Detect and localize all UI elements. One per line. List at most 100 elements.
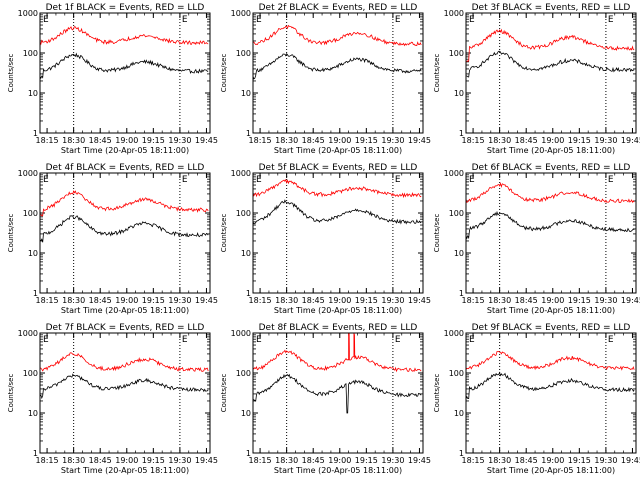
detector-chart: Det 4f BLACK = Events, RED = LLD Counts/s… [7, 163, 218, 315]
x-axis-label: Start Time (20-Apr-05 18:11:00) [487, 306, 615, 315]
y-tick-label: 10 [28, 409, 38, 418]
plot-frame [39, 12, 211, 134]
detector-chart: Det 5f BLACK = Events, RED = LLD Counts/s… [220, 163, 431, 315]
y-tick-label: 10 [28, 249, 38, 258]
y-tick-label: 100 [449, 369, 464, 378]
x-tick-label: 18:45 [302, 456, 325, 465]
y-tick-label: 1 [33, 289, 38, 298]
y-tick-label: 100 [236, 369, 251, 378]
detector-chart: Det 6f BLACK = Events, RED = LLD Counts/s… [433, 163, 640, 315]
x-tick-label: 18:15 [36, 136, 59, 145]
y-axis-label: Counts/sec [7, 214, 15, 253]
x-tick-label: 19:15 [568, 136, 591, 145]
y-tick-label: 1 [33, 449, 38, 458]
chart-title: Det 1f BLACK = Events, RED = LLD [46, 3, 205, 13]
x-tick-label: 18:30 [275, 136, 298, 145]
x-axis-label: Start Time (20-Apr-05 18:11:00) [274, 146, 402, 155]
x-tick-label: 19:00 [541, 456, 564, 465]
lld-series-line [465, 28, 635, 63]
events-series-line [39, 52, 209, 80]
event-marker-label: E [608, 335, 614, 345]
y-tick-label: 100 [23, 369, 38, 378]
event-marker-label: E [182, 15, 188, 25]
plot-frame [252, 332, 424, 454]
x-tick-label: 18:45 [89, 296, 112, 305]
y-tick-label: 100 [23, 49, 38, 58]
y-tick-label: 1 [246, 129, 251, 138]
events-series-line [39, 215, 209, 243]
x-tick-label: 19:45 [408, 136, 431, 145]
detector-chart: Det 3f BLACK = Events, RED = LLD Counts/s… [433, 3, 640, 155]
x-tick-label: 19:00 [541, 296, 564, 305]
x-tick-label: 18:30 [275, 456, 298, 465]
event-marker-label: E [395, 335, 401, 345]
detector-chart: Det 1f BLACK = Events, RED = LLD Counts/s… [7, 3, 218, 155]
x-tick-label: 19:00 [115, 296, 138, 305]
y-tick-label: 1000 [18, 9, 38, 18]
y-tick-label: 1 [33, 129, 38, 138]
x-tick-label: 19:30 [381, 296, 404, 305]
lld-series-line [252, 332, 422, 373]
x-tick-label: 19:15 [142, 456, 165, 465]
x-tick-label: 19:00 [328, 456, 351, 465]
y-tick-label: 1 [459, 129, 464, 138]
y-axis-label: Counts/sec [220, 54, 228, 93]
x-tick-label: 19:15 [355, 296, 378, 305]
y-tick-label: 1000 [444, 9, 464, 18]
detector-chart: Det 2f BLACK = Events, RED = LLD Counts/s… [220, 3, 431, 155]
events-series-line [252, 52, 422, 80]
event-marker-label: E [469, 15, 475, 25]
events-series-line [252, 373, 422, 414]
y-tick-label: 100 [236, 49, 251, 58]
x-tick-label: 19:15 [355, 136, 378, 145]
x-tick-label: 19:30 [594, 456, 617, 465]
lld-series-line [39, 190, 209, 217]
x-tick-label: 19:30 [168, 456, 191, 465]
lld-series-line [39, 26, 209, 46]
x-tick-label: 18:30 [488, 136, 511, 145]
x-tick-label: 19:45 [408, 456, 431, 465]
x-tick-label: 19:15 [568, 296, 591, 305]
plot-frame [39, 332, 211, 454]
events-series-line [39, 373, 209, 400]
x-tick-label: 19:45 [621, 296, 640, 305]
y-tick-label: 100 [449, 209, 464, 218]
plot-frame [252, 172, 424, 294]
y-tick-label: 10 [241, 249, 251, 258]
lld-series-line [465, 351, 635, 371]
x-axis-label: Start Time (20-Apr-05 18:11:00) [61, 146, 189, 155]
x-tick-label: 18:15 [462, 136, 485, 145]
chart-title: Det 2f BLACK = Events, RED = LLD [259, 3, 418, 13]
event-marker-label: E [43, 15, 49, 25]
y-tick-label: 10 [241, 89, 251, 98]
y-tick-label: 1000 [18, 169, 38, 178]
y-axis-label: Counts/sec [220, 374, 228, 413]
y-tick-label: 1000 [18, 329, 38, 338]
event-marker-label: E [182, 175, 188, 185]
y-tick-label: 1 [246, 449, 251, 458]
detector-chart: Det 9f BLACK = Events, RED = LLD Counts/s… [433, 323, 640, 475]
y-tick-label: 100 [23, 209, 38, 218]
x-tick-label: 19:45 [195, 456, 218, 465]
x-tick-label: 19:45 [621, 136, 640, 145]
x-tick-label: 19:15 [355, 456, 378, 465]
x-tick-label: 19:30 [168, 296, 191, 305]
y-tick-label: 1000 [231, 9, 251, 18]
x-axis-label: Start Time (20-Apr-05 18:11:00) [274, 306, 402, 315]
event-marker-label: E [182, 335, 188, 345]
events-series-line [465, 371, 635, 400]
detector-chart: Det 7f BLACK = Events, RED = LLD Counts/s… [7, 323, 218, 475]
events-series-line [466, 50, 635, 78]
x-tick-label: 19:15 [142, 136, 165, 145]
event-marker-label: E [256, 175, 262, 185]
events-series-line [465, 210, 635, 240]
x-tick-label: 18:45 [302, 296, 325, 305]
plot-frame [39, 172, 211, 294]
x-tick-label: 18:30 [62, 456, 85, 465]
y-tick-label: 1000 [444, 169, 464, 178]
x-tick-label: 19:30 [381, 136, 404, 145]
x-tick-label: 18:15 [249, 456, 272, 465]
y-tick-label: 100 [236, 209, 251, 218]
x-tick-label: 18:15 [36, 456, 59, 465]
